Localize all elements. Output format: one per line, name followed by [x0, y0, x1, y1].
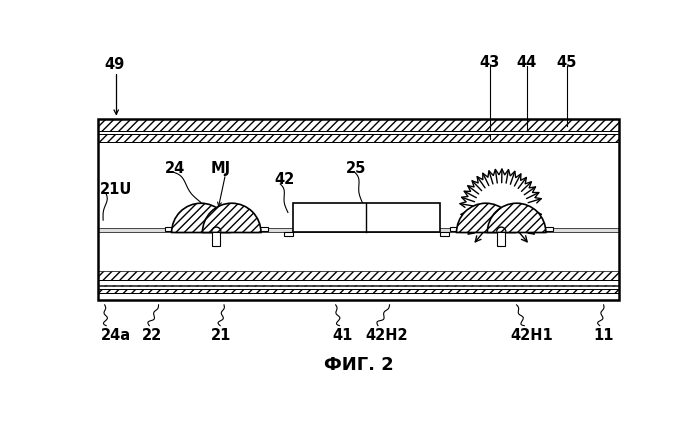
Bar — [99, 118, 619, 131]
Bar — [440, 233, 449, 236]
Text: 22: 22 — [141, 328, 162, 343]
Bar — [449, 227, 459, 231]
Bar — [99, 285, 619, 293]
Text: 11: 11 — [594, 328, 614, 343]
Bar — [99, 271, 619, 280]
Bar — [174, 227, 258, 233]
Text: ФИГ. 2: ФИГ. 2 — [324, 356, 393, 374]
Bar — [543, 227, 553, 231]
Text: 24a: 24a — [101, 328, 131, 343]
Bar — [213, 233, 220, 246]
Bar — [293, 203, 440, 233]
Wedge shape — [456, 203, 515, 233]
Bar — [164, 227, 174, 231]
Bar — [497, 233, 505, 246]
Text: 43: 43 — [480, 55, 500, 70]
Bar — [99, 286, 619, 289]
Bar — [99, 228, 619, 232]
Bar — [99, 131, 619, 134]
Text: 25: 25 — [346, 161, 366, 176]
Text: 49: 49 — [105, 57, 125, 72]
Bar — [245, 227, 258, 232]
Bar — [174, 227, 188, 232]
Text: 42H1: 42H1 — [510, 328, 553, 343]
Text: 41: 41 — [332, 328, 353, 343]
Text: 42H2: 42H2 — [365, 328, 407, 343]
Wedge shape — [202, 203, 261, 233]
Bar — [530, 227, 544, 232]
Text: 44: 44 — [517, 55, 537, 70]
Text: 21: 21 — [211, 328, 231, 343]
Text: 45: 45 — [556, 55, 577, 70]
Bar — [99, 118, 619, 300]
Text: 24: 24 — [164, 161, 185, 176]
Bar — [99, 142, 619, 280]
Bar — [459, 227, 473, 232]
Text: 42: 42 — [274, 173, 294, 187]
Bar — [99, 134, 619, 142]
Bar — [258, 227, 268, 231]
Bar — [284, 233, 293, 236]
Text: MJ: MJ — [211, 161, 231, 176]
Text: 21U: 21U — [100, 181, 132, 197]
Wedge shape — [172, 203, 230, 233]
Wedge shape — [487, 203, 546, 233]
Bar — [459, 227, 544, 233]
